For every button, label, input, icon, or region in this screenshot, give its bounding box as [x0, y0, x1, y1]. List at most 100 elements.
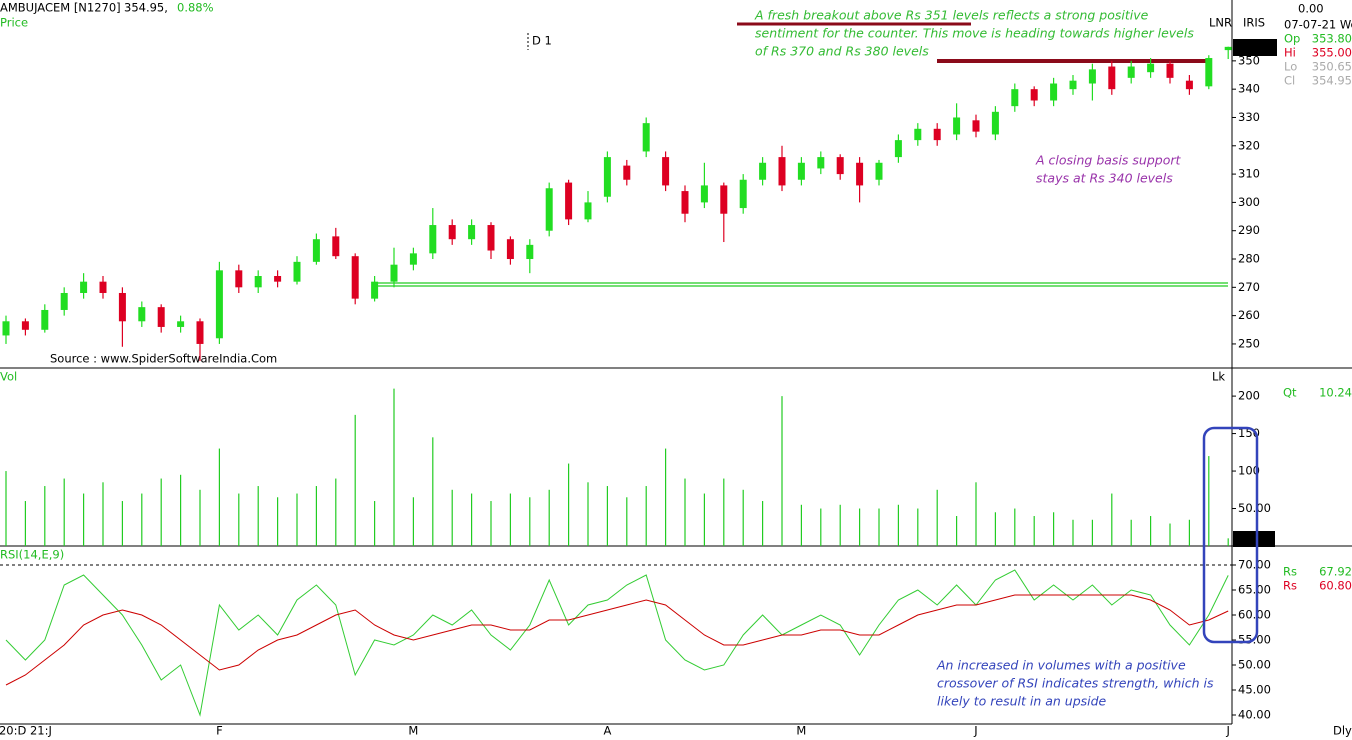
annotation: crossover of RSI indicates strength, whi…	[937, 676, 1214, 691]
candle-body	[1127, 66, 1135, 78]
annotation: of Rs 370 and Rs 380 levels	[755, 44, 929, 59]
candle-body	[1011, 89, 1019, 107]
candle-body	[235, 270, 243, 288]
info-value: 353.80	[1312, 32, 1352, 46]
y-tick-label: 300	[1238, 195, 1260, 209]
annotation: A closing basis support	[1035, 153, 1181, 168]
candle-body	[836, 157, 844, 175]
candle-body	[177, 321, 185, 327]
volume-title: Vol	[0, 370, 17, 384]
candle-body	[1166, 63, 1174, 78]
candle-body	[1205, 58, 1213, 87]
candle-body	[953, 117, 961, 135]
y-tick-label: 60.00	[1238, 608, 1271, 622]
candle-body	[1108, 66, 1116, 90]
x-tick-label: F	[216, 724, 223, 738]
candle-body	[1185, 80, 1193, 90]
candle-body	[1069, 80, 1077, 90]
candle-body	[196, 321, 204, 344]
candle-body	[856, 162, 864, 186]
x-tick-label: 20:D 21:J	[0, 724, 52, 738]
x-tick-label: M	[796, 724, 806, 738]
annotation: stays at Rs 340 levels	[1036, 171, 1173, 186]
candle-body	[254, 276, 262, 288]
value-box-label: 10.24	[1236, 532, 1269, 546]
candle-body	[1088, 69, 1096, 84]
symbol: AMBUJACEM [N1270]	[0, 1, 121, 15]
y-tick-label: 150	[1238, 426, 1260, 440]
candle-body	[623, 165, 631, 180]
info-value: 354.95	[1312, 74, 1352, 88]
candle-body	[1050, 83, 1058, 101]
y-tick-label: 200	[1238, 389, 1260, 403]
legend-entry: Rs	[1283, 565, 1297, 579]
rsi-line	[5, 594, 1229, 686]
legend-value: 67.92	[1319, 565, 1352, 579]
top-value: 0.00	[1298, 2, 1324, 16]
candle-body	[332, 236, 340, 257]
y-tick-label: 65.00	[1238, 583, 1271, 597]
info-label: Lo	[1284, 60, 1297, 74]
y-tick-label: 70.00	[1238, 558, 1271, 572]
y-tick-label: 100	[1238, 464, 1260, 478]
annotation: likely to result in an upside	[937, 694, 1107, 709]
candle-body	[60, 292, 68, 310]
candle-body	[80, 281, 88, 293]
candle-body	[700, 185, 708, 203]
value-box	[1233, 531, 1275, 547]
candle-body	[642, 123, 650, 152]
rsi-line	[5, 569, 1229, 717]
info-value: 10.24	[1319, 386, 1352, 400]
candle-body	[2, 321, 10, 336]
rsi-title: RSI(14,E,9)	[0, 548, 64, 562]
y-tick-label: 320	[1238, 138, 1260, 152]
candle-body	[41, 309, 49, 330]
annotation: A fresh breakout above Rs 351 levels ref…	[754, 8, 1149, 23]
candle-body	[371, 281, 379, 299]
y-tick-label: 350	[1238, 53, 1260, 67]
annotation: An increased in volumes with a positive	[936, 658, 1186, 673]
candle-body	[720, 185, 728, 214]
info-label: Qt	[1283, 386, 1297, 400]
candle-body	[215, 270, 223, 339]
y-tick-label: 45.00	[1238, 683, 1271, 697]
candle-body	[894, 140, 902, 158]
tag: Lk	[1212, 370, 1225, 384]
price-box-label: 354.95	[1236, 41, 1276, 55]
candle-body	[603, 157, 611, 197]
candle-body	[914, 128, 922, 141]
candle-body	[487, 225, 495, 251]
y-tick-label: 270	[1238, 280, 1260, 294]
y-tick-label: 340	[1238, 82, 1260, 96]
price-label: Price	[0, 16, 28, 30]
y-tick-label: 50.00	[1238, 501, 1271, 515]
highlight-frame	[1202, 426, 1259, 644]
y-tick-label: 250	[1238, 336, 1260, 350]
quote: 354.95,	[124, 1, 168, 15]
y-tick-label: 50.00	[1238, 658, 1271, 672]
candle-body	[429, 225, 437, 254]
candle-body	[274, 276, 282, 282]
x-tick-label: J	[973, 724, 977, 738]
candle-body	[118, 292, 126, 322]
tag: IRIS	[1243, 16, 1265, 30]
y-tick-label: 40.00	[1238, 708, 1271, 722]
candle-body	[584, 202, 592, 220]
y-tick-label: 260	[1238, 308, 1260, 322]
candle-body	[390, 264, 398, 282]
candle-body	[797, 162, 805, 180]
candle-body	[875, 162, 883, 180]
y-tick-label: 330	[1238, 110, 1260, 124]
candle-body	[739, 179, 747, 209]
candle-body	[99, 281, 107, 293]
info-label: Cl	[1284, 74, 1295, 88]
x-tick-label: M	[408, 724, 418, 738]
legend-value: 60.80	[1319, 579, 1352, 593]
candle-body	[312, 239, 320, 262]
candle-body	[526, 244, 534, 260]
source: Source : www.SpiderSoftwareIndia.Com	[50, 352, 277, 366]
date: 07-07-21 We	[1284, 18, 1352, 32]
y-tick-label: 290	[1238, 223, 1260, 237]
